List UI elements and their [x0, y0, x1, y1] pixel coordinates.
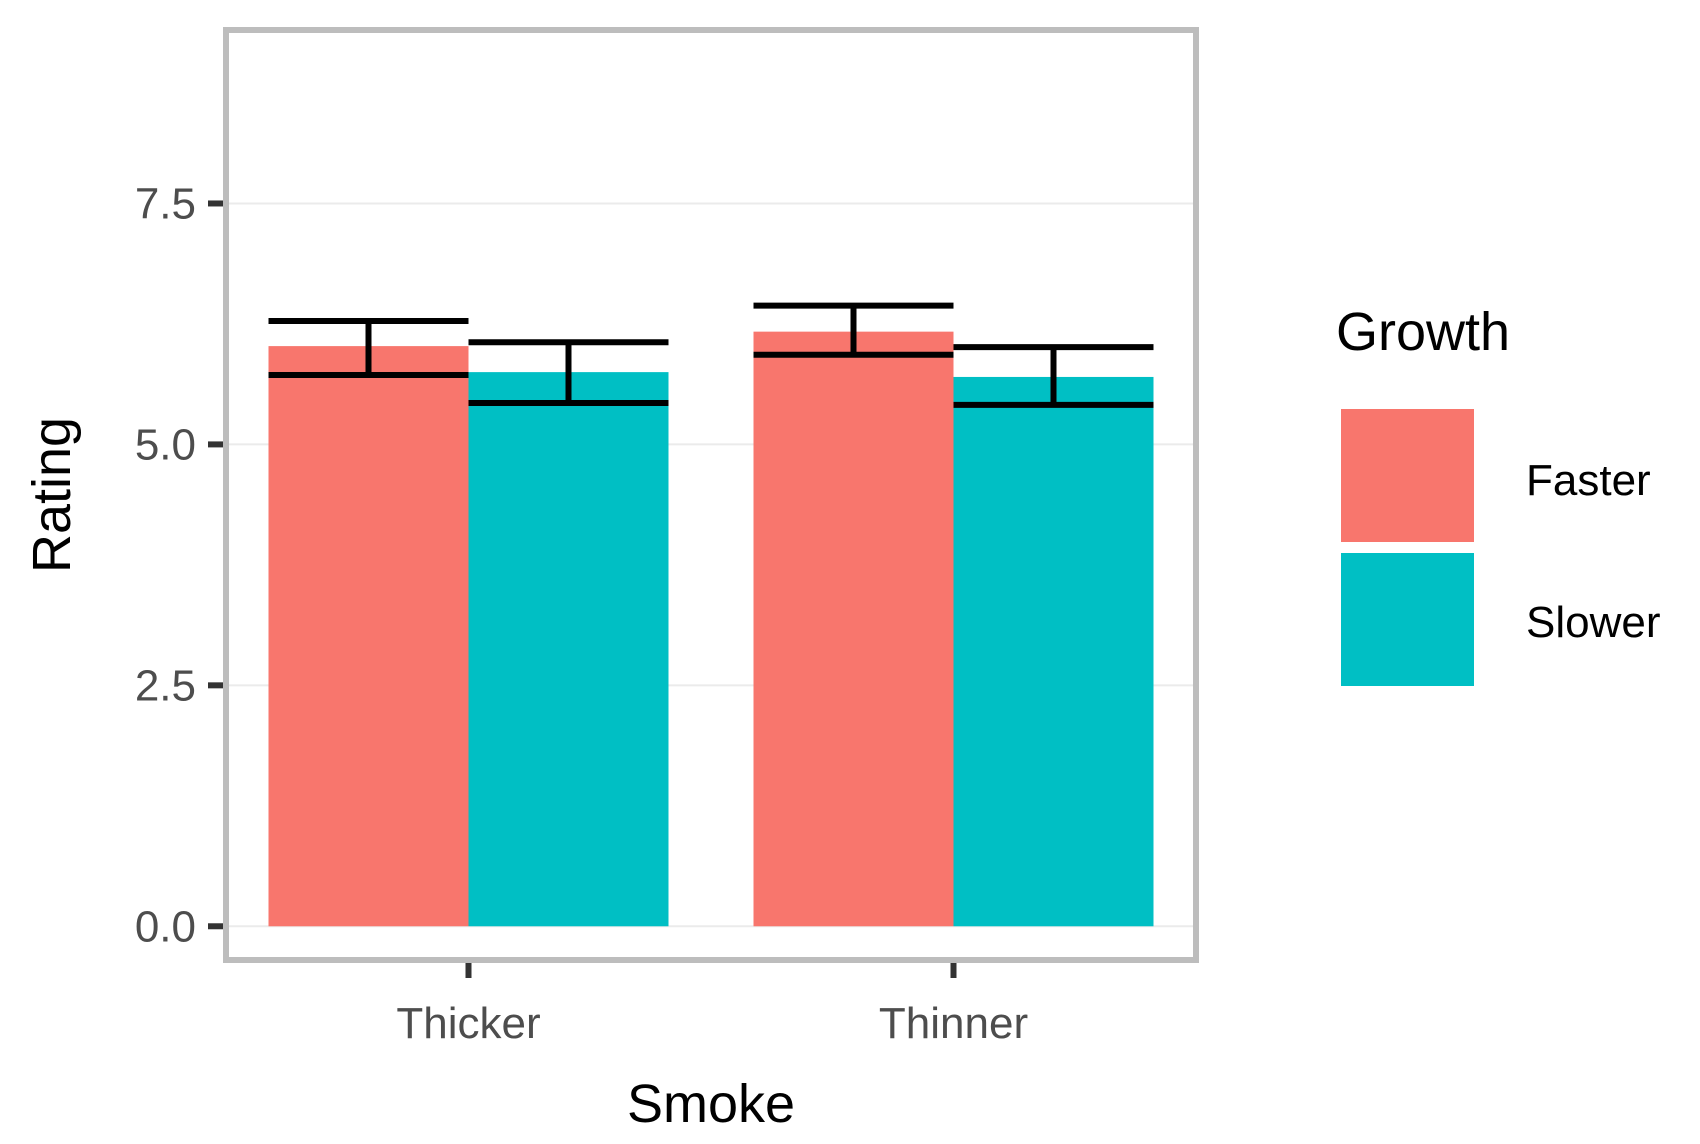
legend-title: Growth — [1336, 302, 1510, 362]
legend: Growth Faster Slower — [1336, 302, 1661, 686]
x-axis-title: Smoke — [627, 1074, 795, 1134]
legend-label-slower: Slower — [1526, 598, 1661, 647]
bar-slower-thicker — [468, 372, 669, 927]
y-axis-ticks: 0.0 2.5 5.0 7.5 — [135, 179, 223, 951]
legend-key-faster — [1341, 409, 1474, 542]
y-axis-title: Rating — [22, 417, 82, 573]
error-bars — [268, 302, 1154, 408]
x-axis-ticks: Thicker Thinner — [396, 963, 1028, 1048]
x-tick-label: Thicker — [396, 999, 540, 1048]
x-tick-label: Thinner — [879, 999, 1028, 1048]
legend-label-faster: Faster — [1526, 456, 1651, 505]
bar-slower-thinner — [953, 376, 1154, 927]
bar-faster-thicker — [268, 346, 469, 927]
bar-faster-thinner — [753, 331, 954, 927]
y-tick-label: 2.5 — [135, 661, 196, 710]
y-tick-label: 7.5 — [135, 179, 196, 228]
y-tick-label: 5.0 — [135, 420, 196, 469]
bars — [268, 331, 1154, 927]
legend-key-slower — [1341, 553, 1474, 686]
panel-border — [223, 27, 1199, 963]
y-tick-label: 0.0 — [135, 902, 196, 951]
